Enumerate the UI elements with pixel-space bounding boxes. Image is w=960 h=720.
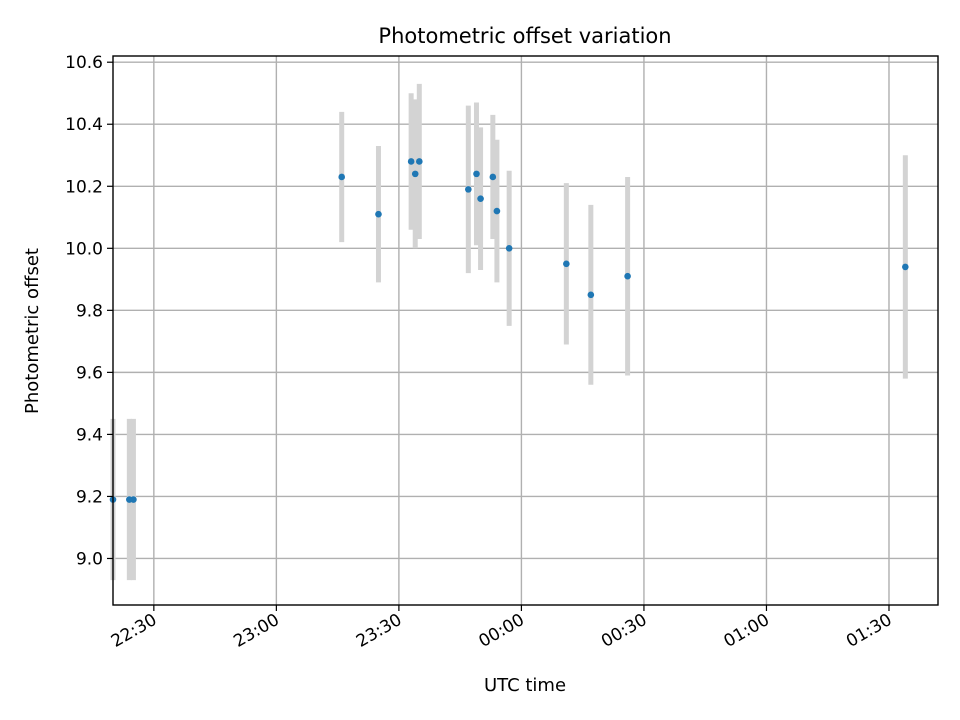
y-tick-label: 9.2 xyxy=(76,487,103,507)
y-tick-label: 10.4 xyxy=(65,115,103,135)
data-point xyxy=(130,496,137,503)
data-point xyxy=(587,291,595,299)
data-point xyxy=(416,158,423,165)
data-point xyxy=(489,173,497,181)
data-point xyxy=(493,207,501,215)
y-tick-label: 9.4 xyxy=(76,425,103,445)
data-point xyxy=(902,263,909,271)
chart-title: Photometric offset variation xyxy=(378,24,671,48)
data-point xyxy=(375,210,382,218)
grid xyxy=(113,56,938,605)
plot-frame xyxy=(112,55,939,606)
data-point xyxy=(473,170,480,178)
data-point xyxy=(407,158,415,165)
data-point xyxy=(477,195,484,202)
data-point xyxy=(338,173,346,181)
y-axis-label: Photometric offset xyxy=(22,248,43,414)
data-points xyxy=(109,158,909,503)
data-point xyxy=(505,245,513,252)
data-point xyxy=(411,170,419,178)
x-axis-label: UTC time xyxy=(484,675,566,696)
y-tick-label: 10.6 xyxy=(65,53,103,73)
data-point xyxy=(465,186,472,193)
y-tick-label: 9.0 xyxy=(76,549,103,569)
data-point xyxy=(563,260,570,268)
y-tick-label: 9.6 xyxy=(76,363,103,383)
y-tick-label: 10.0 xyxy=(65,239,103,259)
data-point xyxy=(624,272,631,280)
y-tick-label: 10.2 xyxy=(65,177,103,197)
y-tick-label: 9.8 xyxy=(76,301,103,321)
